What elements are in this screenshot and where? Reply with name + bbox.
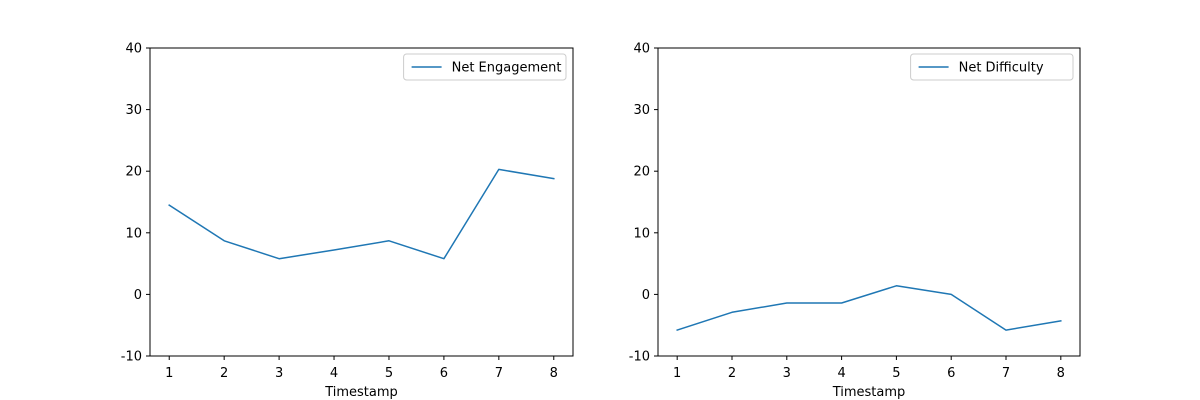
- y-tick-label: 40: [125, 42, 142, 57]
- x-tick-label: 3: [783, 366, 791, 381]
- x-tick-label: 2: [728, 366, 736, 381]
- x-tick-label: 4: [837, 366, 845, 381]
- axes-frame: [657, 47, 1081, 357]
- legend-box: [910, 53, 1074, 81]
- y-tick-label: 10: [633, 226, 650, 241]
- chart-net-difficulty: -10 0 10 20 30 40 1 2 3 4 5 6 7 8 Timestamp Net Difficu…: [629, 42, 1081, 400]
- y-tick-label: 30: [633, 103, 650, 118]
- y-tick-label: 20: [125, 165, 142, 180]
- x-tick-label: 5: [385, 366, 393, 381]
- x-tick-label: 3: [275, 366, 283, 381]
- series-line-0: [168, 168, 555, 260]
- legend-box: [403, 53, 567, 81]
- x-tick-label: 5: [892, 366, 900, 381]
- x-axis-label: Timestamp: [324, 385, 398, 400]
- y-tick-label: 30: [125, 103, 142, 118]
- y-tick-label: 40: [633, 42, 650, 57]
- x-tick-label: 8: [1057, 366, 1065, 381]
- x-tick-label: 6: [440, 366, 448, 381]
- series-line-0: [676, 285, 1062, 332]
- y-tick-label: 20: [633, 165, 650, 180]
- legend-label: Net Difficulty: [959, 61, 1044, 76]
- y-tick-label: -10: [629, 350, 650, 365]
- x-tick-label: 7: [495, 366, 503, 381]
- y-tick-label: 10: [125, 226, 142, 241]
- axes-frame: [149, 47, 574, 357]
- legend: Net Engagement: [403, 53, 567, 81]
- x-tick-label: 8: [550, 366, 558, 381]
- chart-net-engagement: -10 0 10 20 30 40 1 2 3 4 5 6 7 8 Timestamp Net Engagem…: [121, 42, 574, 400]
- y-tick-label: -10: [121, 350, 142, 365]
- y-tick-label: 0: [134, 288, 142, 303]
- x-tick-label: 2: [220, 366, 228, 381]
- x-tick-label: 4: [330, 366, 338, 381]
- x-axis-label: Timestamp: [832, 385, 906, 400]
- y-tick-label: 0: [642, 288, 650, 303]
- legend: Net Difficulty: [910, 53, 1074, 81]
- legend-label: Net Engagement: [452, 61, 562, 76]
- x-tick-label: 6: [947, 366, 955, 381]
- x-tick-label: 7: [1002, 366, 1010, 381]
- x-tick-label: 1: [673, 366, 681, 381]
- x-tick-label: 1: [165, 366, 173, 381]
